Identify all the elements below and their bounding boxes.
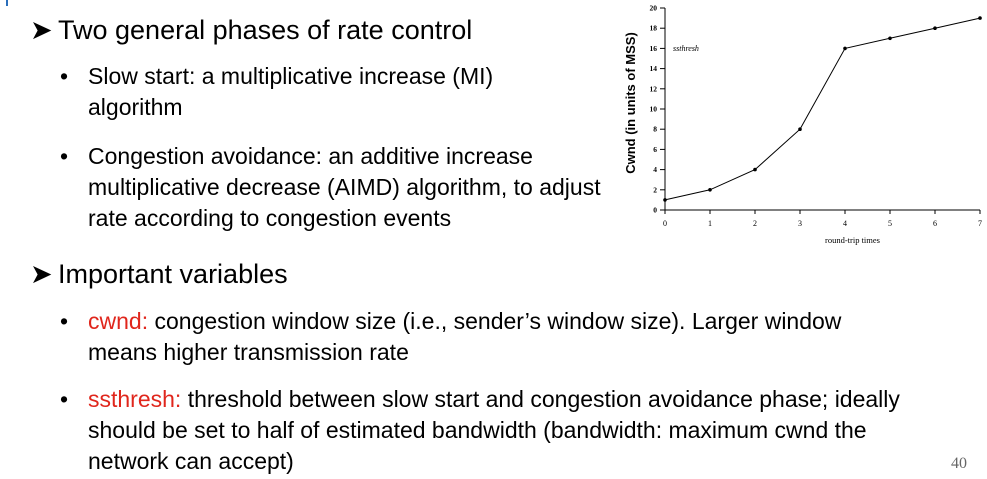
y-tick-label: 2 — [653, 185, 657, 194]
x-tick-label: 0 — [663, 219, 667, 228]
x-tick-label: 2 — [753, 219, 757, 228]
term-ssthresh: ssthresh: — [88, 386, 182, 412]
sub-bullet-slow-start: • Slow start: a multiplicative increase … — [60, 61, 588, 123]
bullet-text: Two general phases of rate control — [58, 15, 473, 45]
data-point — [753, 167, 757, 172]
x-tick-label: 1 — [708, 219, 712, 228]
term-cwnd-definition: congestion window size (i.e., sender’s w… — [88, 308, 842, 365]
data-point — [708, 188, 712, 192]
page-number: 40 — [951, 455, 967, 472]
sub-bullet-congestion-avoidance: • Congestion avoidance: an additive incr… — [60, 141, 608, 234]
y-tick-label: 4 — [653, 165, 657, 174]
dot-bullet-icon: • — [60, 143, 69, 169]
x-tick-label: 6 — [933, 219, 937, 228]
x-tick-label: 5 — [888, 219, 892, 228]
sub-bullet-text: Congestion avoidance: an additive increa… — [88, 143, 601, 231]
bullet-rate-control-phases: ➤ Two general phases of rate control — [30, 14, 472, 46]
x-tick-label: 7 — [978, 219, 982, 228]
y-tick-label: 0 — [653, 206, 657, 215]
y-tick-label: 14 — [650, 64, 658, 73]
y-tick-label: 16 — [650, 44, 658, 53]
sub-bullet-cwnd: • cwnd: congestion window size (i.e., se… — [60, 306, 888, 368]
dot-bullet-icon: • — [60, 308, 69, 334]
bullet-text: Important variables — [58, 259, 288, 289]
arrow-bullet-icon: ➤ — [30, 15, 53, 45]
data-point — [663, 198, 667, 202]
term-ssthresh-definition: threshold between slow start and congest… — [88, 386, 900, 474]
dot-bullet-icon: • — [60, 63, 69, 89]
x-axis-label: round-trip times — [825, 235, 880, 245]
data-point — [933, 26, 937, 31]
dot-bullet-icon: • — [60, 386, 69, 412]
data-point — [798, 127, 802, 131]
y-tick-label: 12 — [650, 84, 658, 93]
slide-corner-mark — [6, 0, 8, 6]
arrow-bullet-icon: ➤ — [30, 259, 53, 289]
y-tick-label: 20 — [650, 4, 658, 13]
y-tick-label: 18 — [650, 24, 658, 33]
x-tick-label: 4 — [843, 219, 847, 228]
y-tick-label: 6 — [653, 145, 657, 154]
cwnd-series-line — [664, 17, 981, 201]
x-tick-label: 3 — [798, 219, 802, 228]
y-axis-label: Cwnd (in units of MSS) — [623, 32, 638, 174]
y-tick-label: 10 — [650, 105, 658, 114]
term-cwnd: cwnd: — [88, 308, 149, 334]
ssthresh-annotation: ssthresh — [673, 44, 699, 53]
data-point — [888, 36, 892, 41]
bullet-important-variables: ➤ Important variables — [30, 258, 288, 290]
data-point — [978, 16, 982, 20]
data-point — [843, 46, 847, 51]
sub-bullet-text: Slow start: a multiplicative increase (M… — [88, 63, 494, 120]
sub-bullet-ssthresh: • ssthresh: threshold between slow start… — [60, 384, 918, 477]
y-tick-label: 8 — [653, 125, 657, 134]
